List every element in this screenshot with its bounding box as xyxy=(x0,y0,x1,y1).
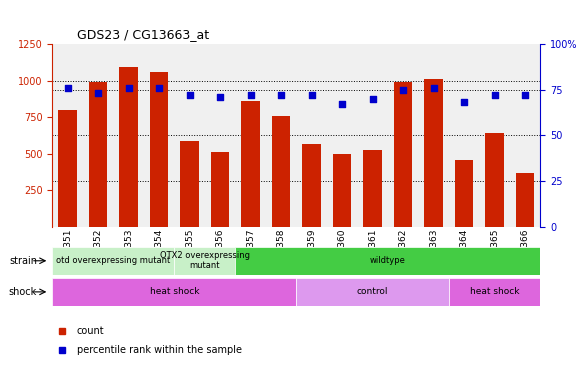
Point xyxy=(338,101,347,107)
Bar xyxy=(272,116,290,227)
Point xyxy=(490,92,499,98)
Point xyxy=(216,94,225,100)
Text: GDS23 / CG13663_at: GDS23 / CG13663_at xyxy=(77,28,209,41)
Point xyxy=(63,85,72,91)
Bar xyxy=(119,67,138,227)
Point xyxy=(246,92,255,98)
Bar xyxy=(180,141,199,227)
Bar xyxy=(58,110,77,227)
Point xyxy=(277,92,286,98)
Point xyxy=(429,85,438,91)
Bar xyxy=(150,72,168,227)
FancyBboxPatch shape xyxy=(296,278,449,306)
Text: percentile rank within the sample: percentile rank within the sample xyxy=(77,344,242,355)
Bar xyxy=(394,82,412,227)
Bar xyxy=(241,101,260,227)
Bar xyxy=(363,150,382,227)
Bar xyxy=(89,82,107,227)
Text: control: control xyxy=(357,287,388,296)
FancyBboxPatch shape xyxy=(174,247,235,274)
Text: heat shock: heat shock xyxy=(149,287,199,296)
Point xyxy=(307,92,316,98)
Point xyxy=(521,92,530,98)
Text: OTX2 overexpressing
mutant: OTX2 overexpressing mutant xyxy=(160,251,250,270)
Point xyxy=(155,85,164,91)
Point xyxy=(185,92,194,98)
FancyBboxPatch shape xyxy=(449,278,540,306)
Bar xyxy=(424,79,443,227)
Bar xyxy=(211,152,229,227)
Text: heat shock: heat shock xyxy=(470,287,519,296)
Text: otd overexpressing mutant: otd overexpressing mutant xyxy=(56,256,170,265)
Text: strain: strain xyxy=(9,256,37,266)
Point xyxy=(94,90,103,96)
Bar xyxy=(333,154,351,227)
Text: shock: shock xyxy=(9,287,37,297)
Point xyxy=(460,100,469,105)
FancyBboxPatch shape xyxy=(52,278,296,306)
Point xyxy=(124,85,133,91)
FancyBboxPatch shape xyxy=(235,247,540,274)
Text: wildtype: wildtype xyxy=(370,256,406,265)
Bar xyxy=(455,160,473,227)
Bar xyxy=(302,144,321,227)
Text: count: count xyxy=(77,326,105,336)
Bar xyxy=(516,173,534,227)
FancyBboxPatch shape xyxy=(52,247,174,274)
Point xyxy=(399,87,408,93)
Point xyxy=(368,96,377,102)
Bar xyxy=(485,133,504,227)
